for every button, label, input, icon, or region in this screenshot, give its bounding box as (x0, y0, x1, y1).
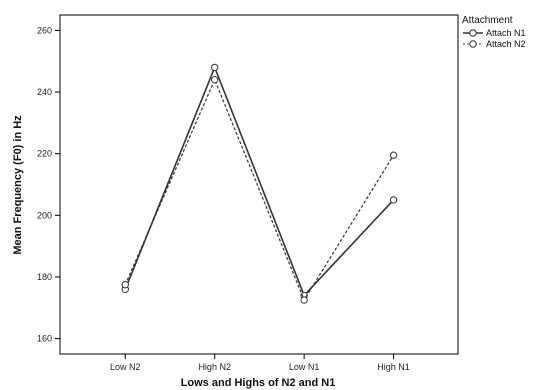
legend-entry-1: Attach N1 (486, 28, 526, 38)
series-line-2 (124, 78, 395, 302)
x-axis-ticks: Low N2 High N2 Low N1 High N1 (110, 354, 410, 372)
y-axis-ticks: 160 180 200 220 240 260 (37, 25, 60, 344)
legend-title: Attachment (462, 15, 513, 26)
data-point (211, 63, 219, 72)
legend-entry-2: Attach N2 (486, 39, 526, 49)
series-layer (121, 63, 398, 304)
series-line-1 (124, 65, 395, 297)
data-point (389, 196, 398, 204)
legend-marker (469, 40, 477, 48)
x-tick-label: Low N2 (110, 362, 141, 372)
y-tick-label: 220 (37, 149, 52, 159)
x-tick-label: High N2 (198, 362, 231, 372)
plot-area (59, 14, 459, 355)
x-tick-label: High N1 (377, 362, 410, 372)
data-point (300, 296, 308, 304)
y-tick-label: 260 (37, 25, 52, 35)
data-point (121, 280, 129, 289)
y-tick-label: 180 (37, 272, 52, 282)
x-tick-label: Low N1 (289, 362, 320, 372)
y-axis-label: Mean Frequency (F0) in Hz (12, 115, 24, 255)
y-tick-label: 240 (37, 87, 52, 97)
x-axis-label: Lows and Highs of N2 and N1 (181, 377, 336, 389)
data-point (389, 151, 398, 159)
legend-marker (469, 29, 477, 37)
y-tick-label: 160 (37, 334, 52, 344)
y-tick-label: 200 (37, 210, 52, 220)
data-point (211, 76, 219, 84)
